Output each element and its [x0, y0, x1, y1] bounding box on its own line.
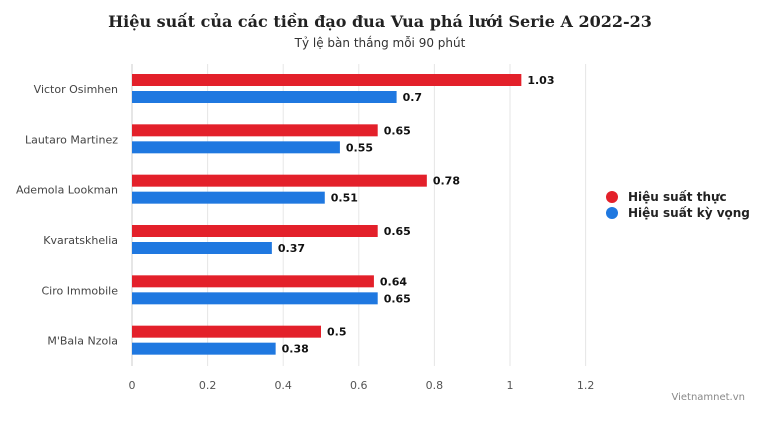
data-label-actual-4: 0.64	[380, 275, 407, 288]
data-label-expected-1: 0.55	[346, 141, 373, 154]
data-label-actual-3: 0.65	[384, 225, 411, 238]
data-label-expected-5: 0.38	[282, 343, 309, 356]
data-label-expected-0: 0.7	[403, 91, 423, 104]
bar-expected-0	[132, 91, 397, 103]
category-label-1: Lautaro Martinez	[25, 133, 118, 146]
bar-actual-4	[132, 275, 374, 288]
legend: Hiệu suất thực Hiệu suất kỳ vọng	[606, 189, 750, 221]
x-tick-label-0: 0	[129, 379, 136, 392]
x-tick-label-4: 0.8	[426, 379, 444, 392]
data-label-actual-1: 0.65	[384, 124, 411, 137]
category-label-3: Kvaratskhelia	[43, 234, 118, 247]
legend-item-actual[interactable]: Hiệu suất thực	[606, 189, 750, 205]
bar-expected-1	[132, 141, 340, 154]
category-label-5: M'Bala Nzola	[47, 335, 118, 348]
x-tick-label-2: 0.4	[274, 379, 292, 392]
legend-marker-expected	[606, 207, 618, 219]
x-tick-label-1: 0.2	[199, 379, 217, 392]
bar-actual-3	[132, 225, 378, 237]
bar-actual-2	[132, 174, 427, 187]
chart-title: Hiệu suất của các tiền đạo đua Vua phá l…	[108, 12, 652, 31]
x-tick-label-5: 1	[507, 379, 514, 392]
category-label-4: Ciro Immobile	[41, 284, 118, 297]
source-credit: Vietnamnet.vn	[671, 392, 745, 403]
bar-expected-3	[132, 242, 272, 254]
legend-item-expected[interactable]: Hiệu suất kỳ vọng	[606, 205, 750, 221]
bar-expected-2	[132, 191, 325, 204]
bar-actual-5	[132, 325, 321, 338]
legend-label-expected: Hiệu suất kỳ vọng	[628, 206, 750, 220]
data-label-expected-3: 0.37	[278, 242, 305, 255]
category-label-2: Ademola Lookman	[16, 184, 118, 197]
bar-expected-5	[132, 342, 276, 355]
data-label-expected-4: 0.65	[384, 292, 411, 305]
chart-subtitle: Tỷ lệ bàn thắng mỗi 90 phút	[294, 36, 466, 50]
bar-actual-1	[132, 124, 378, 137]
data-label-expected-2: 0.51	[331, 192, 358, 205]
data-label-actual-2: 0.78	[433, 175, 460, 188]
x-tick-label-3: 0.6	[350, 379, 368, 392]
bar-actual-0	[132, 74, 522, 86]
category-label-0: Victor Osimhen	[34, 83, 118, 96]
legend-label-actual: Hiệu suất thực	[628, 190, 727, 204]
data-label-actual-0: 1.03	[527, 74, 554, 87]
bar-expected-4	[132, 292, 378, 305]
data-label-actual-5: 0.5	[327, 326, 347, 339]
x-tick-label-6: 1.2	[577, 379, 595, 392]
legend-marker-actual	[606, 191, 618, 203]
